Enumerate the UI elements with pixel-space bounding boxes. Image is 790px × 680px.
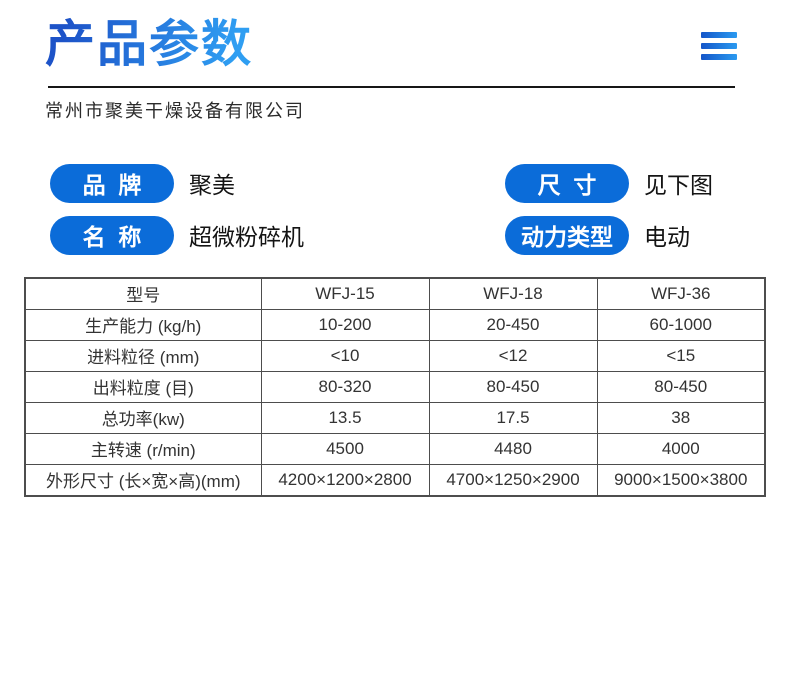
table-row: 外形尺寸 (长×宽×高)(mm) 4200×1200×2800 4700×125… (24, 463, 766, 496)
table-cell: 80-320 (260, 370, 430, 403)
table-cell: 13.5 (260, 401, 430, 434)
table-cell: 20-450 (428, 308, 598, 341)
hamburger-icon[interactable] (701, 32, 737, 65)
name-badge: 名 称 (50, 215, 174, 255)
header-divider (48, 85, 735, 88)
row-label: 生产能力 (kg/h) (24, 308, 262, 341)
brand-badge: 品 牌 (50, 163, 174, 203)
table-cell: 4000 (596, 432, 766, 465)
row-label: 出料粒度 (目) (24, 370, 262, 403)
row-label: 进料粒径 (mm) (24, 339, 262, 372)
hamburger-bar (701, 54, 737, 60)
table-row: 进料粒径 (mm) <10 <12 <15 (24, 339, 766, 372)
attribute-name: 名 称 超微粉碎机 (50, 215, 505, 255)
power-type-badge: 动力类型 (505, 215, 629, 255)
table-cell: 17.5 (428, 401, 598, 434)
brand-value: 聚美 (189, 172, 235, 198)
page-header: 产品参数 (0, 0, 790, 74)
table-cell: 10-200 (260, 308, 430, 341)
company-name: 常州市聚美干燥设备有限公司 (45, 100, 305, 121)
row-label: 总功率(kw) (24, 401, 262, 434)
table-row: 总功率(kw) 13.5 17.5 38 (24, 401, 766, 434)
hamburger-bar (701, 32, 737, 38)
table-header-cell: WFJ-18 (428, 277, 598, 310)
attribute-grid: 品 牌 聚美 尺 寸 见下图 名 称 超微粉碎机 动力类型 电动 (50, 163, 790, 255)
table-row: 出料粒度 (目) 80-320 80-450 80-450 (24, 370, 766, 403)
power-type-value: 电动 (644, 224, 690, 250)
table-cell: <12 (428, 339, 598, 372)
attribute-brand: 品 牌 聚美 (50, 163, 505, 203)
table-header-cell: WFJ-36 (596, 277, 766, 310)
size-badge: 尺 寸 (505, 163, 629, 203)
row-label: 主转速 (r/min) (24, 432, 262, 465)
table-cell: 4500 (260, 432, 430, 465)
table-cell: 9000×1500×3800 (596, 463, 766, 496)
table-cell: 80-450 (428, 370, 598, 403)
attribute-size: 尺 寸 见下图 (505, 163, 790, 203)
table-cell: 4700×1250×2900 (428, 463, 598, 496)
table-header-cell: WFJ-15 (260, 277, 430, 310)
table-cell: <15 (596, 339, 766, 372)
name-value: 超微粉碎机 (189, 224, 304, 250)
table-cell: 4480 (428, 432, 598, 465)
size-value: 见下图 (644, 172, 713, 198)
table-cell: 38 (596, 401, 766, 434)
page-title: 产品参数 (45, 16, 253, 72)
table-header-cell: 型号 (24, 277, 262, 310)
attribute-power-type: 动力类型 电动 (505, 215, 790, 255)
table-row: 主转速 (r/min) 4500 4480 4000 (24, 432, 766, 465)
table-row: 生产能力 (kg/h) 10-200 20-450 60-1000 (24, 308, 766, 341)
table-cell: 4200×1200×2800 (260, 463, 430, 496)
table-cell: <10 (260, 339, 430, 372)
table-cell: 60-1000 (596, 308, 766, 341)
spec-table: 型号 WFJ-15 WFJ-18 WFJ-36 生产能力 (kg/h) 10-2… (24, 276, 766, 497)
table-cell: 80-450 (596, 370, 766, 403)
row-label: 外形尺寸 (长×宽×高)(mm) (24, 463, 262, 496)
hamburger-bar (701, 43, 737, 49)
table-header-row: 型号 WFJ-15 WFJ-18 WFJ-36 (24, 277, 766, 310)
